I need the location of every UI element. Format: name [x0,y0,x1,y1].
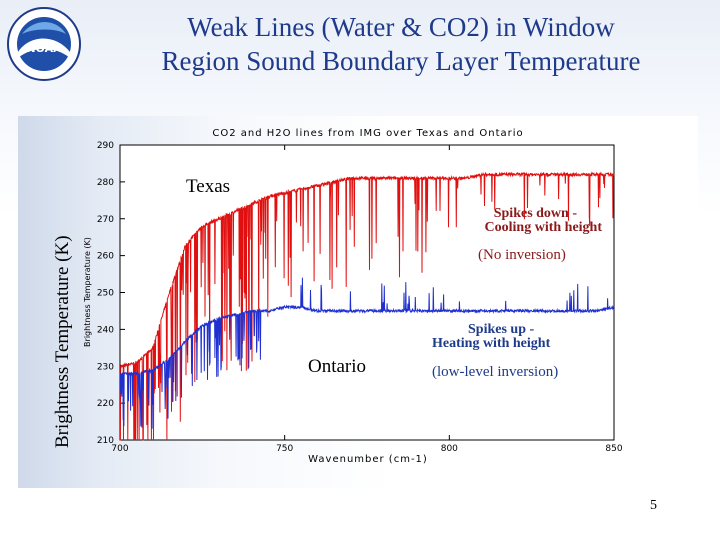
series-line-texas [119,171,615,441]
y-tick-label: 270 [97,215,114,225]
x-axis-label: Wavenumber (cm-1) [308,454,428,465]
spikes-down-line-1: Spikes down - [494,206,578,221]
ontario-label: Ontario [308,356,366,377]
spikes-up-line-1: Spikes up - [468,322,534,337]
y-tick-label: 290 [97,141,114,151]
logo-text: NOAA [26,42,62,55]
x-tick-label: 800 [441,444,458,454]
title-line-2: Region Sound Boundary Layer Temperature [161,46,641,76]
x-tick-label: 750 [276,444,293,454]
series-line-ontario [119,277,615,429]
spikes-down-line-2: Cooling with height [485,220,603,235]
y-axis-label: Brightness Temperature (K) [83,237,92,347]
y-tick-label: 250 [97,289,114,299]
spikes-up-line-2: Heating with height [432,336,551,351]
no-inversion-label: (No inversion) [478,247,566,263]
page-number: 5 [650,498,657,513]
low-inversion-label: (low-level inversion) [432,364,558,380]
slide-title: Weak Lines (Water & CO2) in Window Regio… [96,10,706,78]
title-line-1: Weak Lines (Water & CO2) in Window [187,12,615,42]
y-tick-label: 280 [97,178,114,188]
y-tick-label: 240 [97,325,114,335]
x-tick-label: 700 [111,444,128,454]
plot-frame [119,144,615,441]
chart-title: CO2 and H2O lines from IMG over Texas an… [212,128,523,139]
x-tick-label: 850 [605,444,622,454]
y-tick-label: 210 [97,436,114,446]
y-tick-label: 230 [97,362,114,372]
noaa-logo-icon: NOAA [4,4,84,84]
texas-label: Texas [186,176,230,197]
outer-y-axis-label: Brightness Temperature (K) [52,235,73,448]
y-tick-label: 260 [97,252,114,262]
y-tick-label: 220 [97,399,114,409]
